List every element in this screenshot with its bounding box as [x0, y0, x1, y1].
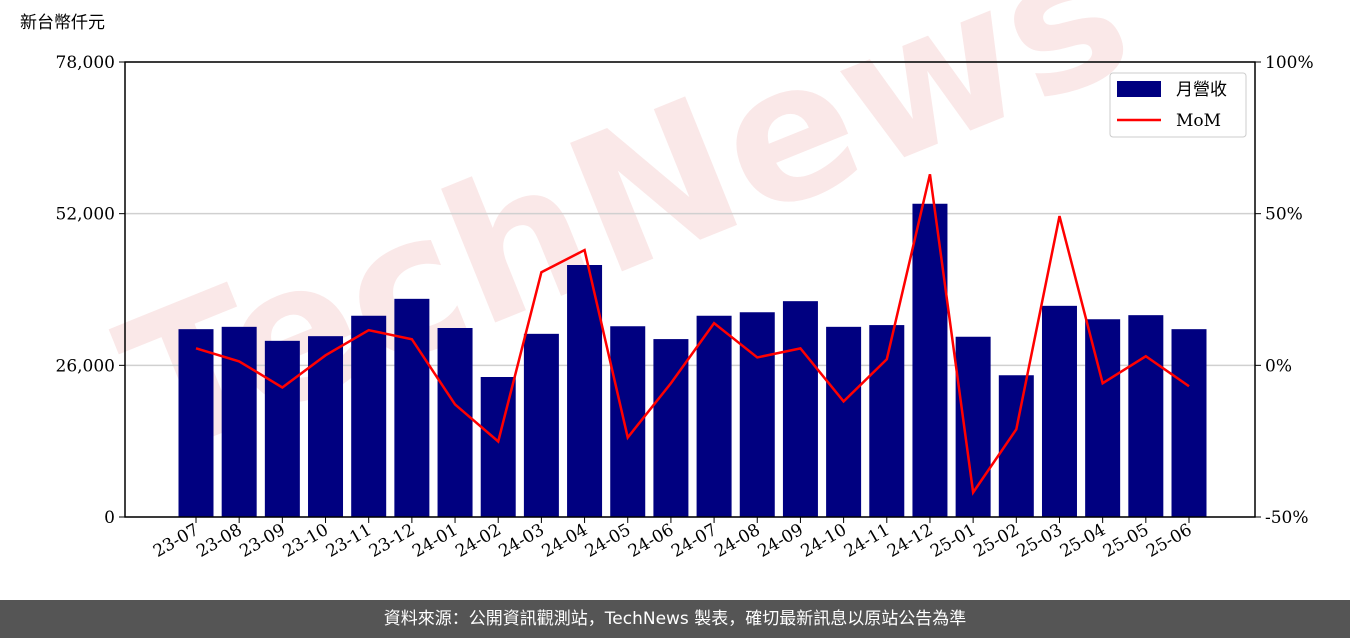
y2-tick-label: 0%: [1265, 356, 1292, 376]
x-tick-label: 23-12: [366, 520, 418, 562]
legend-label: 月營收: [1176, 80, 1227, 100]
x-tick-label: 24-07: [668, 520, 720, 562]
bar: [351, 315, 387, 517]
x-tick-label: 25-05: [1100, 520, 1152, 562]
footer: 資料來源：公開資訊觀測站，TechNews 製表，確切最新訊息以原站公告為準: [0, 600, 1350, 638]
bar: [1041, 305, 1077, 517]
bar: [567, 265, 603, 517]
bar: [739, 312, 775, 517]
bar: [912, 203, 948, 517]
x-tick-label: 23-10: [280, 520, 332, 562]
x-tick-label: 25-01: [927, 520, 979, 562]
x-tick-label: 23-08: [193, 520, 245, 562]
x-tick-label: 25-02: [970, 520, 1022, 562]
bar: [437, 328, 473, 517]
x-tick-label: 23-07: [150, 520, 202, 562]
x-tick-label: 24-09: [754, 520, 806, 562]
x-tick-label: 25-03: [1014, 520, 1066, 562]
bar: [782, 301, 818, 517]
x-tick-label: 24-10: [798, 520, 850, 562]
bar: [1128, 315, 1164, 517]
plot-frame: [124, 61, 1256, 518]
bar: [308, 336, 344, 517]
bar: [1085, 319, 1121, 517]
x-tick-label: 23-09: [236, 520, 288, 562]
bar: [1171, 329, 1207, 517]
bar: [264, 340, 300, 517]
x-tick-label: 24-08: [711, 520, 763, 562]
x-tick-label: 24-12: [884, 520, 936, 562]
bar: [826, 326, 862, 517]
x-tick-label: 23-11: [323, 520, 375, 562]
x-tick-label: 24-02: [452, 520, 504, 562]
x-tick-label: 25-04: [1057, 520, 1109, 562]
y-tick-label: 52,000: [56, 205, 115, 225]
y2-tick-label: 100%: [1265, 53, 1314, 73]
y2-tick-label: -50%: [1265, 508, 1309, 528]
legend-swatch: [1117, 81, 1161, 97]
x-tick-label: 24-06: [625, 520, 677, 562]
x-tick-label: 24-04: [539, 520, 591, 562]
x-tick-label: 24-03: [495, 520, 547, 562]
bar: [394, 298, 430, 517]
bar: [523, 333, 559, 517]
bar: [221, 326, 257, 517]
y-tick-label: 78,000: [56, 53, 115, 73]
x-tick-label: 24-05: [582, 520, 634, 562]
x-tick-label: 24-01: [409, 520, 461, 562]
x-tick-label: 25-06: [1143, 520, 1195, 562]
chart: 新台幣仟元 TechNews 026,00052,00078,000-50%0%…: [20, 0, 1314, 562]
y-axis-label: 新台幣仟元: [20, 13, 105, 33]
y-tick-label: 26,000: [56, 356, 115, 376]
line: [195, 173, 1190, 496]
y2-tick-label: 50%: [1265, 205, 1303, 225]
x-tick-label: 24-11: [841, 520, 893, 562]
bar: [696, 315, 732, 517]
legend-label: MoM: [1176, 111, 1221, 131]
bar: [178, 329, 214, 517]
y-tick-label: 0: [104, 508, 115, 528]
